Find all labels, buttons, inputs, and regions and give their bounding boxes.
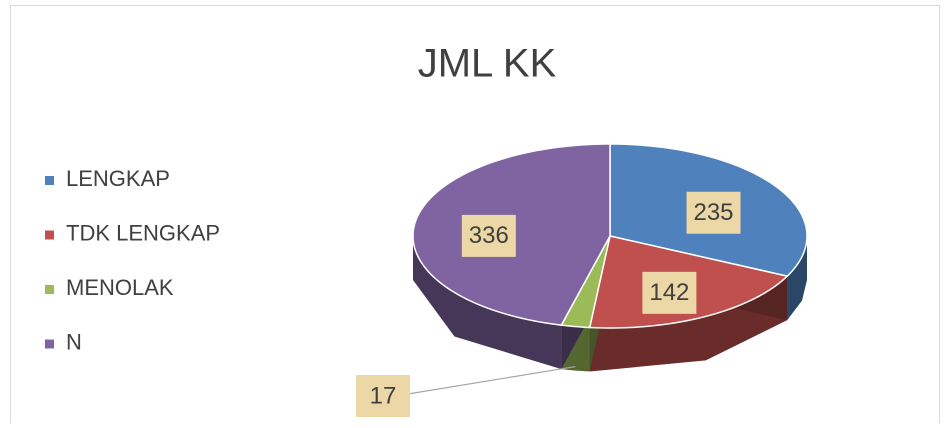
legend-swatch (45, 230, 54, 240)
data-label: 142 (649, 279, 689, 306)
legend-label: TDK LENGKAP (66, 220, 220, 245)
data-label: 17 (370, 382, 397, 409)
data-label: 235 (693, 199, 733, 226)
data-label-box (461, 214, 516, 257)
data-label-box (686, 191, 741, 234)
data-label: 336 (469, 222, 509, 249)
chart-title: JML KK (418, 42, 557, 86)
pie-side (589, 276, 788, 372)
legend-label: LENGKAP (66, 166, 170, 191)
legend-swatch (45, 339, 54, 349)
legend-swatch (45, 285, 54, 294)
pie-side (413, 236, 562, 370)
legend-swatch (45, 176, 54, 185)
legend-label: MENOLAK (66, 275, 174, 300)
legend-label: N (66, 329, 82, 354)
data-label-box (642, 271, 697, 314)
leader-line (407, 365, 576, 395)
data-label-box (356, 375, 410, 417)
